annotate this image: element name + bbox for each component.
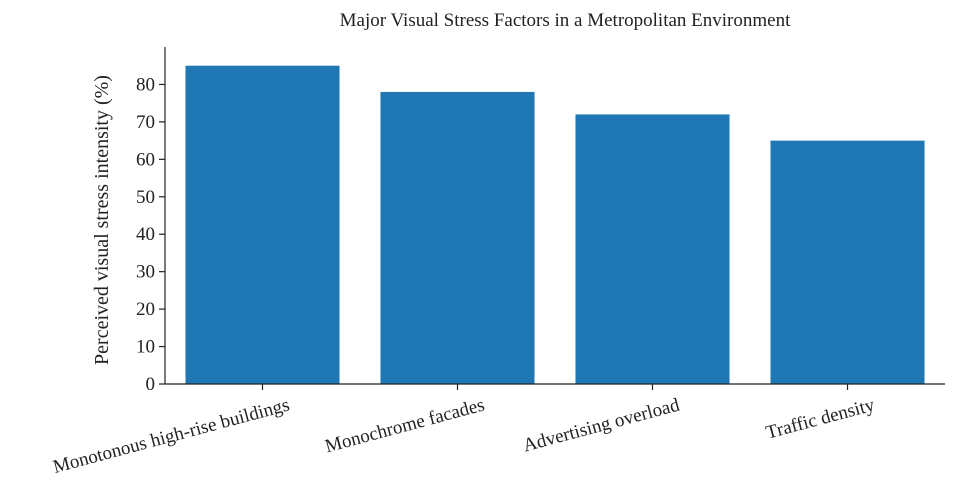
x-category-label: Monochrome facades (323, 395, 487, 458)
bar-1 (185, 65, 340, 384)
bar-3 (575, 114, 730, 385)
bar-4 (770, 140, 925, 384)
y-tick-label: 0 (146, 374, 156, 395)
y-tick-label: 70 (136, 112, 155, 133)
y-axis-label: Perceived visual stress intensity (%) (91, 75, 113, 365)
bar-2 (380, 91, 535, 384)
y-axis-ticks: 0 10 20 30 40 50 60 70 80 (136, 74, 165, 395)
chart-title: Major Visual Stress Factors in a Metropo… (340, 10, 791, 31)
y-tick-label: 40 (136, 224, 155, 245)
x-category-label: Traffic density (764, 394, 877, 443)
x-category-label: Monotonous high-rise buildings (51, 395, 292, 478)
x-category-label: Advertising overload (521, 394, 682, 456)
y-tick-label: 60 (136, 149, 155, 170)
y-tick-label: 50 (136, 187, 155, 208)
y-tick-label: 80 (136, 74, 155, 95)
y-tick-label: 30 (136, 262, 155, 283)
y-tick-label: 20 (136, 299, 155, 320)
x-axis-labels: Monotonous high-rise buildings Monochrome… (51, 384, 877, 478)
bars-group (185, 65, 925, 385)
y-tick-label: 10 (136, 337, 155, 358)
